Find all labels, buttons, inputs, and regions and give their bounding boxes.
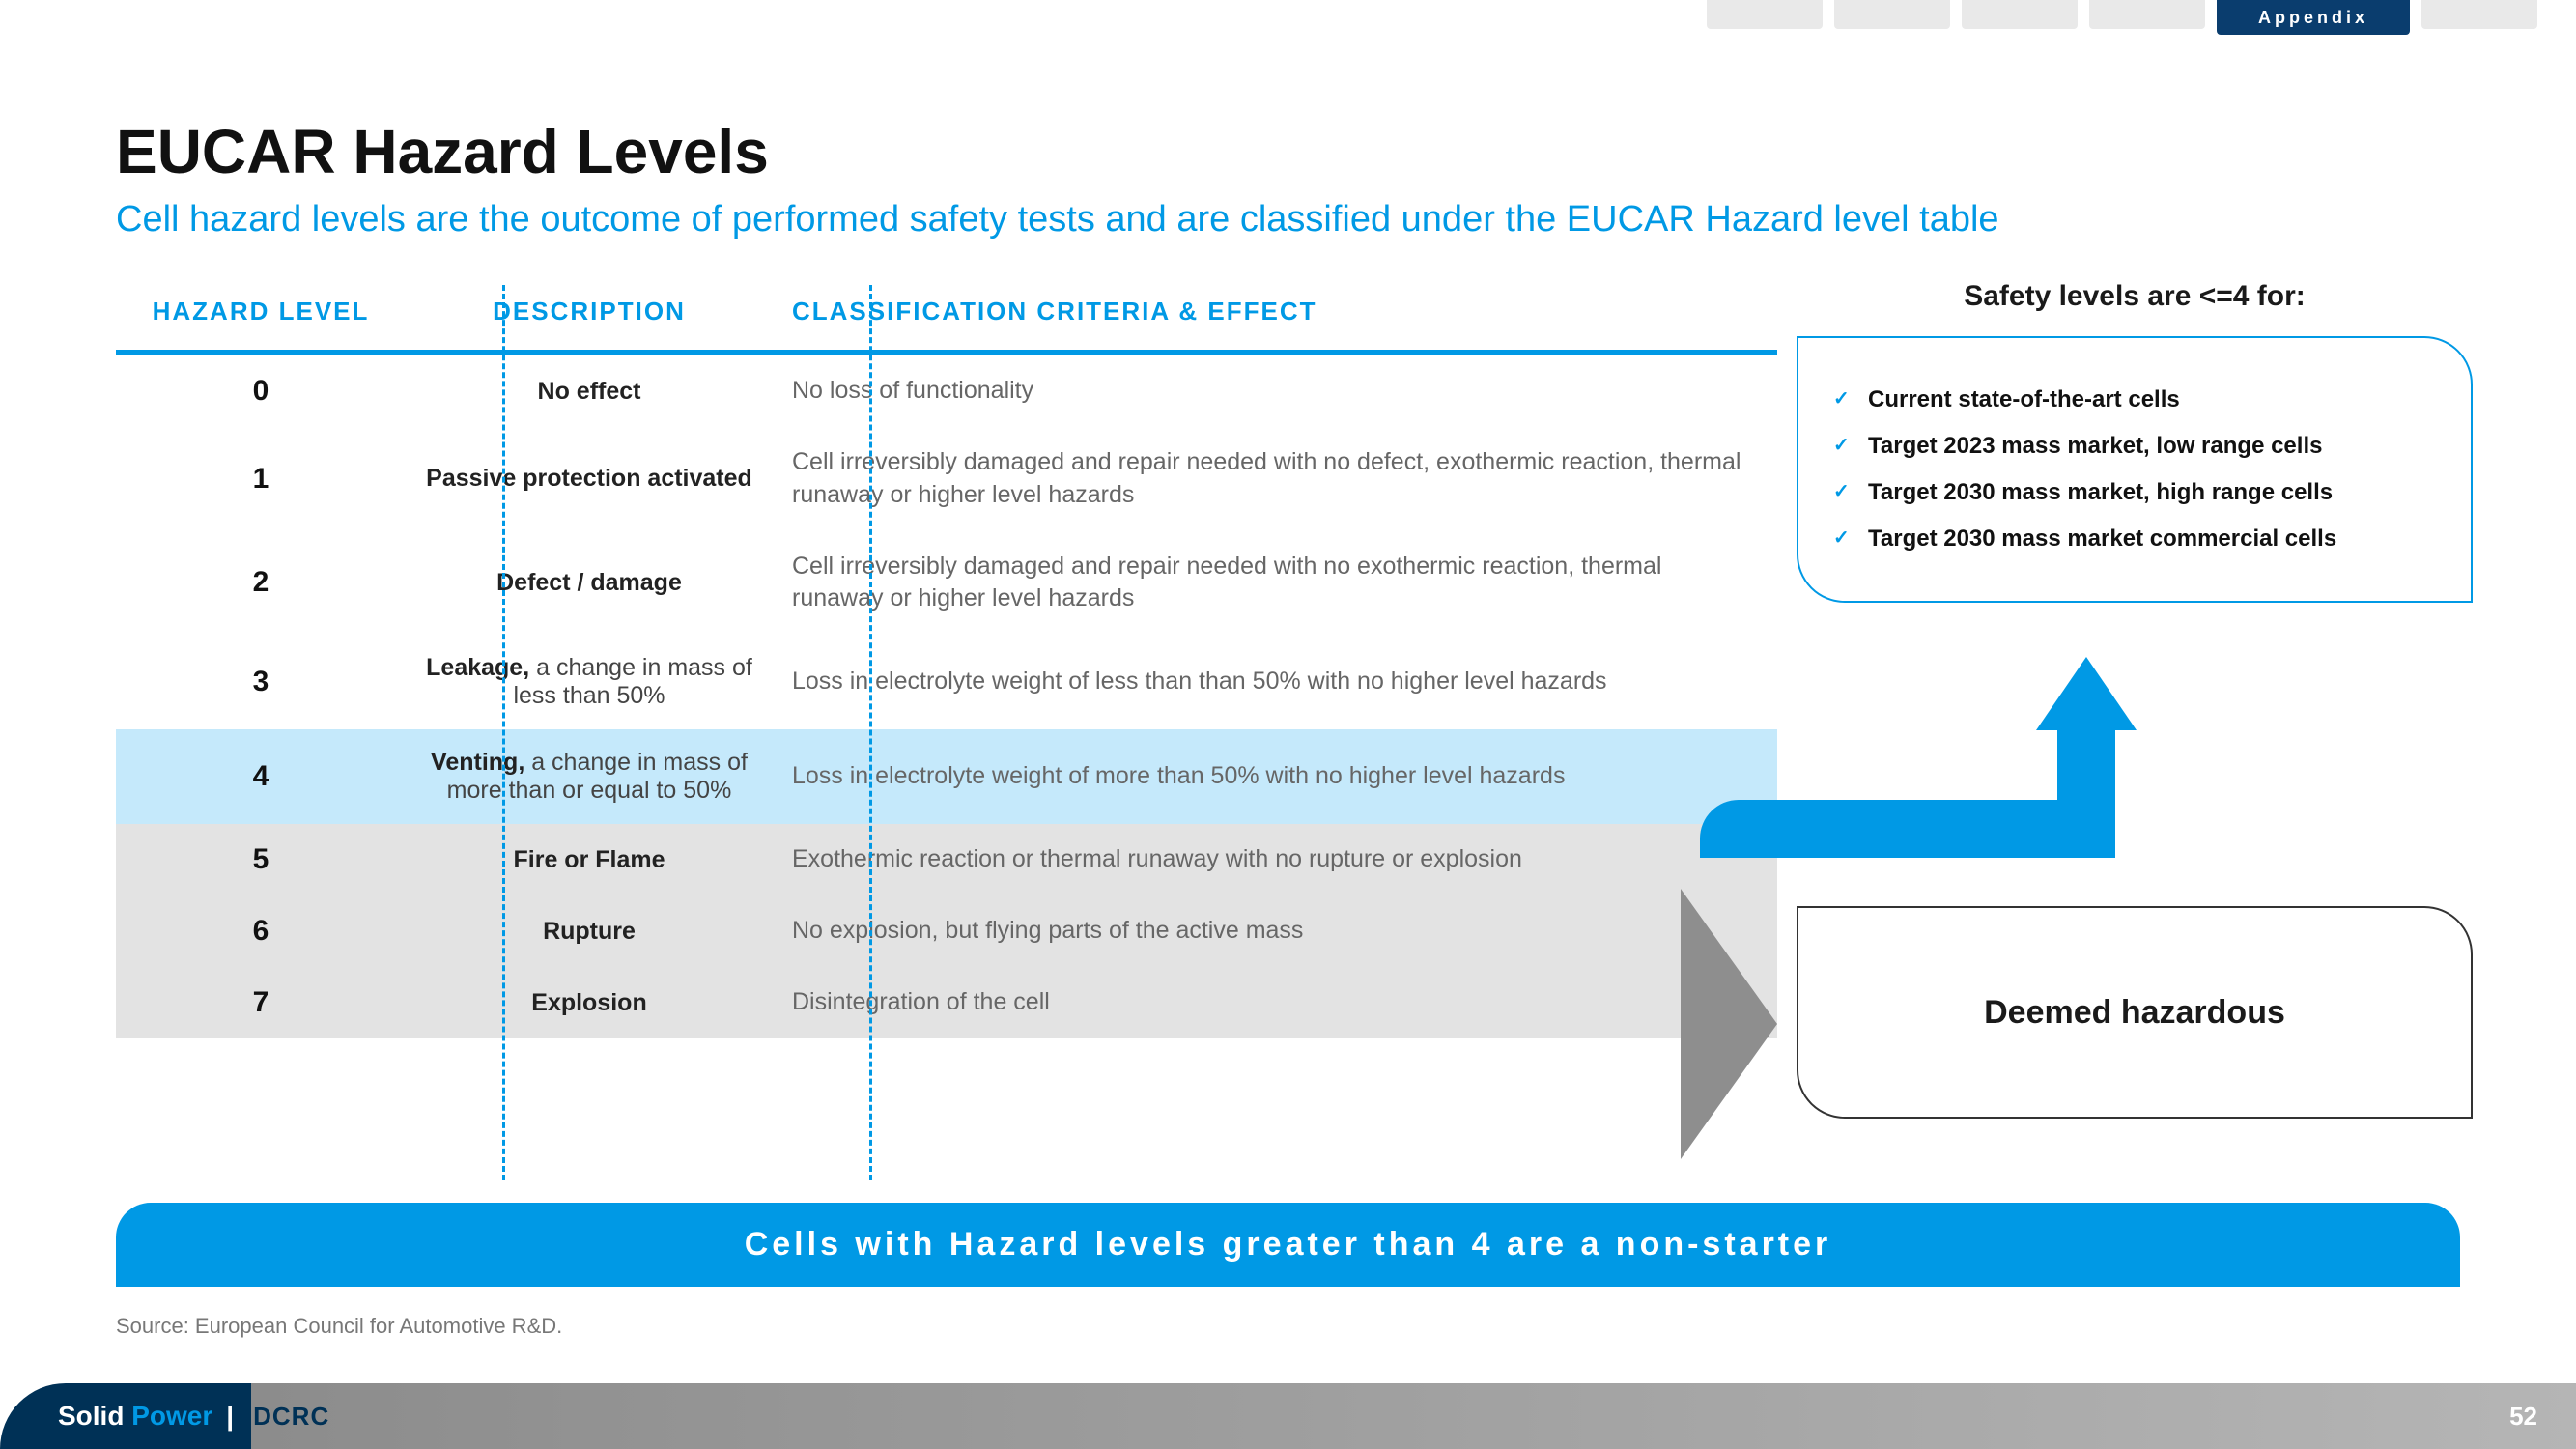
cell-level: 1	[116, 427, 406, 531]
safety-item: Target 2030 mass market, high range cell…	[1833, 469, 2436, 516]
safety-item: Current state-of-the-art cells	[1833, 377, 2436, 423]
safety-box: Current state-of-the-art cellsTarget 202…	[1797, 336, 2473, 603]
hazard-pointer-icon	[1681, 889, 1777, 1159]
cell-description: Explosion	[406, 967, 773, 1038]
hazardous-box: Deemed hazardous	[1797, 906, 2473, 1119]
table-row: 5Fire or FlameExothermic reaction or the…	[116, 824, 1777, 895]
cell-criteria: Loss in electrolyte weight of less than …	[773, 635, 1777, 729]
source-note: Source: European Council for Automotive …	[116, 1314, 562, 1339]
table-row: 1Passive protection activatedCell irreve…	[116, 427, 1777, 531]
cell-level: 5	[116, 824, 406, 895]
cell-level: 2	[116, 531, 406, 636]
col-header-description: DESCRIPTION	[406, 279, 773, 353]
cell-description: Defect / damage	[406, 531, 773, 636]
connector-arrow-head	[2036, 657, 2137, 730]
cell-criteria: Loss in electrolyte weight of more than …	[773, 729, 1777, 824]
cell-criteria: No loss of functionality	[773, 353, 1777, 427]
cell-description: Passive protection activated	[406, 427, 773, 531]
cell-level: 7	[116, 967, 406, 1038]
table-row: 6RuptureNo explosion, but flying parts o…	[116, 895, 1777, 967]
cell-criteria: No explosion, but flying parts of the ac…	[773, 895, 1777, 967]
brand-solid: Solid	[58, 1401, 131, 1431]
safety-item: Target 2023 mass market, low range cells	[1833, 423, 2436, 469]
brand-power: Power	[131, 1401, 212, 1431]
page-title: EUCAR Hazard Levels	[116, 116, 2460, 187]
cell-criteria: Disintegration of the cell	[773, 967, 1777, 1038]
safety-item: Target 2030 mass market commercial cells	[1833, 516, 2436, 562]
page-subtitle: Cell hazard levels are the outcome of pe…	[116, 199, 2460, 241]
col-header-criteria: CLASSIFICATION CRITERIA & EFFECT	[773, 279, 1777, 353]
table-row: 7ExplosionDisintegration of the cell	[116, 967, 1777, 1038]
hazard-table: HAZARD LEVEL DESCRIPTION CLASSIFICATION …	[116, 279, 1777, 1038]
table-row: 3Leakage, a change in mass of less than …	[116, 635, 1777, 729]
table-row: 2Defect / damageCell irreversibly damage…	[116, 531, 1777, 636]
cell-description: Fire or Flame	[406, 824, 773, 895]
nav-tabs: Appendix	[1707, 0, 2537, 35]
table-row: 4Venting, a change in mass of more than …	[116, 729, 1777, 824]
nav-tab[interactable]	[1962, 0, 2078, 29]
bottom-banner: Cells with Hazard levels greater than 4 …	[116, 1203, 2460, 1287]
col-header-level: HAZARD LEVEL	[116, 279, 406, 353]
nav-tab[interactable]	[1707, 0, 1823, 29]
cell-level: 4	[116, 729, 406, 824]
cell-description: No effect	[406, 353, 773, 427]
cell-description: Venting, a change in mass of more than o…	[406, 729, 773, 824]
nav-tab-appendix[interactable]: Appendix	[2217, 0, 2410, 35]
slide-footer: Solid Power | DCRC	[0, 1383, 2576, 1449]
cell-level: 3	[116, 635, 406, 729]
column-divider	[502, 285, 505, 1180]
safety-heading: Safety levels are <=4 for:	[1797, 280, 2473, 313]
table-row: 0No effectNo loss of functionality	[116, 353, 1777, 427]
cell-criteria: Cell irreversibly damaged and repair nee…	[773, 427, 1777, 531]
brand-partner: DCRC	[253, 1402, 329, 1432]
footer-brand: Solid Power | DCRC	[58, 1401, 329, 1432]
cell-description: Leakage, a change in mass of less than 5…	[406, 635, 773, 729]
nav-tab[interactable]	[2421, 0, 2537, 29]
cell-criteria: Exothermic reaction or thermal runaway w…	[773, 824, 1777, 895]
cell-description: Rupture	[406, 895, 773, 967]
connector-arrow	[2057, 720, 2115, 858]
nav-tab[interactable]	[2089, 0, 2205, 29]
connector-arrow	[1700, 800, 2115, 858]
column-divider	[869, 285, 872, 1180]
cell-criteria: Cell irreversibly damaged and repair nee…	[773, 531, 1777, 636]
nav-tab[interactable]	[1834, 0, 1950, 29]
cell-level: 6	[116, 895, 406, 967]
brand-separator: |	[226, 1401, 234, 1432]
cell-level: 0	[116, 353, 406, 427]
page-number: 52	[2509, 1402, 2537, 1432]
